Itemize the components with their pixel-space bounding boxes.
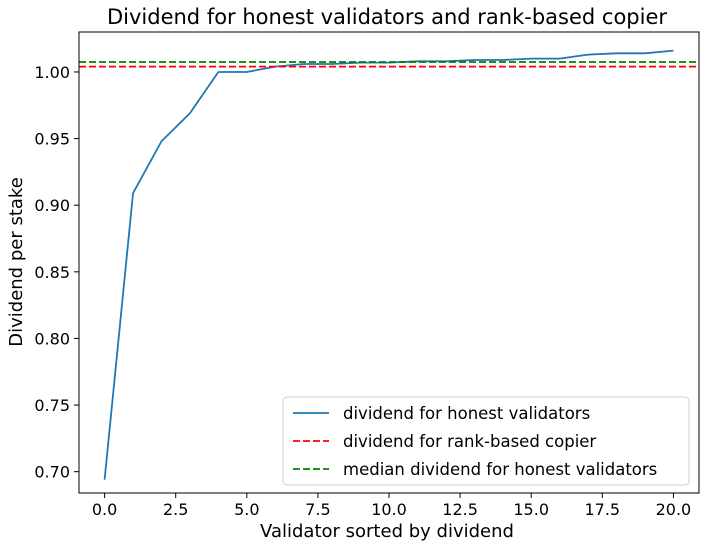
x-tick-label: 10.0 — [371, 500, 407, 519]
legend-label-2: median dividend for honest validators — [343, 460, 657, 479]
x-axis-label: Validator sorted by dividend — [260, 521, 514, 542]
y-tick-label: 0.80 — [34, 329, 70, 348]
legend: dividend for honest validators dividend f… — [282, 396, 690, 486]
y-tick-label: 0.90 — [34, 196, 70, 215]
y-tick-label: 0.70 — [34, 463, 70, 482]
x-tick-label: 2.5 — [163, 500, 188, 519]
x-tick-label: 0.0 — [92, 500, 117, 519]
chart-title: Dividend for honest validators and rank-… — [107, 5, 667, 29]
x-axis-ticks: 0.0 2.5 5.0 7.5 10.0 12.5 15.0 17.5 20.0 — [92, 493, 691, 519]
legend-label-0: dividend for honest validators — [343, 404, 590, 423]
legend-box — [282, 396, 690, 486]
x-tick-label: 17.5 — [584, 500, 620, 519]
x-tick-label: 12.5 — [442, 500, 478, 519]
y-tick-label: 1.00 — [34, 63, 70, 82]
y-axis-label: Dividend per stake — [6, 177, 27, 347]
y-tick-label: 0.75 — [34, 396, 70, 415]
legend-label-1: dividend for rank-based copier — [343, 432, 596, 451]
x-tick-label: 15.0 — [513, 500, 549, 519]
x-tick-label: 5.0 — [234, 500, 259, 519]
y-tick-label: 0.85 — [34, 263, 70, 282]
plot-lines — [79, 49, 699, 480]
y-axis-ticks: 0.70 0.75 0.80 0.85 0.90 0.95 1.00 — [34, 63, 79, 482]
y-tick-label: 0.95 — [34, 130, 70, 149]
x-tick-label: 7.5 — [305, 500, 330, 519]
x-tick-label: 20.0 — [656, 500, 692, 519]
